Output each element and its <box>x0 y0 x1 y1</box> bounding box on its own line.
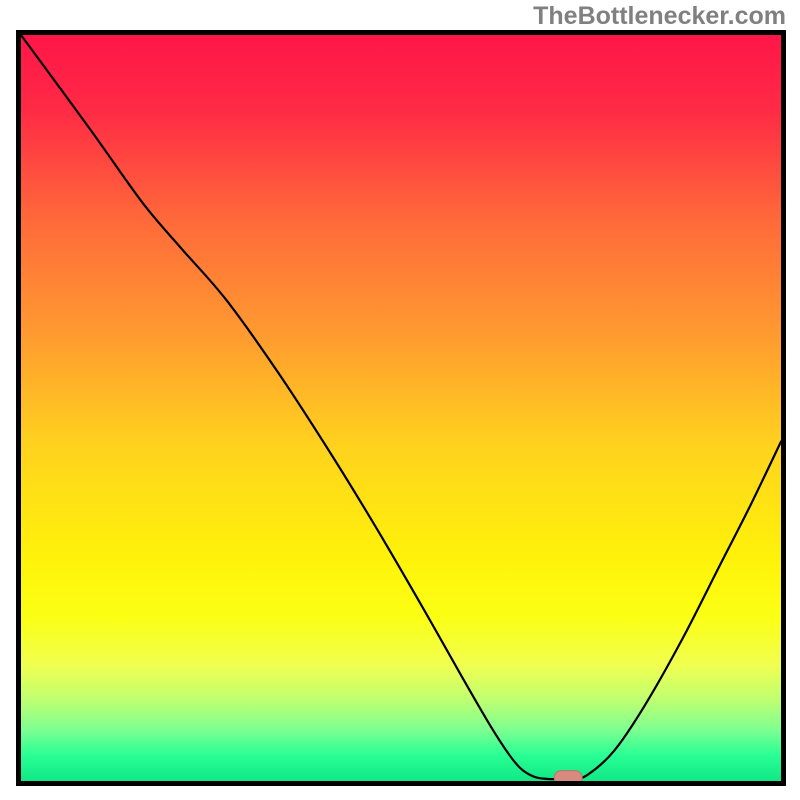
plot-frame <box>16 30 786 786</box>
chart-stage: TheBottlenecker.com <box>0 0 800 800</box>
